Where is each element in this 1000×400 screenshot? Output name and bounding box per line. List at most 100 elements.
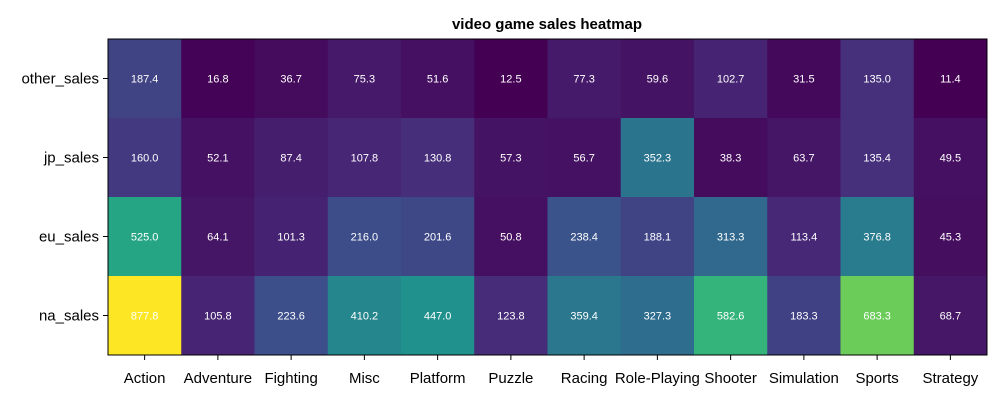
cell-value-label: 63.7 <box>793 153 814 165</box>
heatmap-cell <box>840 39 915 119</box>
heatmap-cell <box>913 118 988 198</box>
cell-value-label: 102.7 <box>717 74 745 86</box>
heatmap-cell <box>254 39 329 119</box>
heatmap-cell <box>913 276 988 356</box>
heatmap-cell <box>840 276 915 356</box>
heatmap-cell <box>694 197 768 277</box>
cell-value-label: 376.8 <box>863 232 891 244</box>
heatmap-cell <box>181 39 255 119</box>
heatmap-cell <box>767 118 841 198</box>
heatmap-cell <box>327 276 402 356</box>
cell-value-label: 52.1 <box>207 153 228 165</box>
cell-value-label: 75.3 <box>354 74 375 86</box>
cell-value-label: 201.6 <box>424 232 452 244</box>
heatmap-cell <box>401 118 475 198</box>
cell-value-label: 56.7 <box>573 153 594 165</box>
cell-value-label: 64.1 <box>207 232 228 244</box>
cell-value-label: 187.4 <box>131 74 159 86</box>
heatmap-cell <box>401 197 475 277</box>
cell-value-label: 525.0 <box>131 232 159 244</box>
heatmap-cell <box>547 276 622 356</box>
cell-value-label: 68.7 <box>940 311 961 323</box>
heatmap-cell <box>620 197 695 277</box>
heatmap-cell <box>547 197 622 277</box>
cell-value-label: 327.3 <box>644 311 672 323</box>
chart-title: video game sales heatmap <box>452 16 642 33</box>
heatmap-cell <box>327 118 402 198</box>
cell-value-label: 36.7 <box>280 74 301 86</box>
heatmap-cell <box>767 39 841 119</box>
x-tick-label: Shooter <box>704 370 757 387</box>
heatmap-cell <box>108 118 182 198</box>
heatmap-cell <box>620 39 695 119</box>
cell-value-label: 135.0 <box>863 74 891 86</box>
plot-frame <box>107 38 988 356</box>
heatmap-cell <box>767 197 841 277</box>
cell-value-label: 238.4 <box>570 232 598 244</box>
y-tick-label: na_sales <box>39 308 99 325</box>
cell-value-label: 16.8 <box>207 74 228 86</box>
heatmap-cell <box>840 197 915 277</box>
y-axis-ticks: other_sales jp_sales eu_sales na_sales <box>21 71 108 325</box>
heatmap-cell <box>181 118 255 198</box>
cell-value-label: 216.0 <box>351 232 379 244</box>
cell-value-label: 101.3 <box>277 232 305 244</box>
heatmap-cell <box>254 118 329 198</box>
cell-value-label: 352.3 <box>644 153 672 165</box>
cell-value-label: 123.8 <box>497 311 525 323</box>
heatmap-cell <box>181 276 255 356</box>
cell-value-label: 49.5 <box>940 153 961 165</box>
y-tick-label: jp_sales <box>43 150 99 167</box>
cell-value-label: 38.3 <box>720 153 741 165</box>
x-tick-label: Fighting <box>264 370 317 387</box>
cell-value-label: 107.8 <box>351 153 379 165</box>
heatmap-cell <box>547 118 622 198</box>
cell-value-label: 113.4 <box>791 232 818 244</box>
heatmap-cell <box>108 197 182 277</box>
cell-value-label: 45.3 <box>940 232 961 244</box>
cell-value-label: 160.0 <box>131 153 159 165</box>
heatmap-cell <box>327 39 402 119</box>
heatmap-cell <box>401 276 475 356</box>
cell-value-label: 313.3 <box>717 232 745 244</box>
heatmap-cell <box>108 276 182 356</box>
cell-value-label: 183.3 <box>790 311 818 323</box>
heatmap-cell <box>767 276 841 356</box>
heatmap-cell <box>620 276 695 356</box>
heatmap-cell <box>401 39 475 119</box>
cell-value-label: 683.3 <box>863 311 891 323</box>
cell-value-label: 877.8 <box>131 311 159 323</box>
cell-value-label: 582.6 <box>717 311 745 323</box>
cell-value-label: 59.6 <box>647 74 668 86</box>
heatmap-cells: 187.4 16.8 36.7 75.3 51.6 12.5 77.3 59.6 102.7 31… <box>108 39 988 356</box>
heatmap-cell <box>694 276 768 356</box>
x-tick-label: Platform <box>410 370 466 387</box>
heatmap-cell <box>694 118 768 198</box>
heatmap-cell <box>620 118 695 198</box>
cell-value-label: 447.0 <box>424 311 452 323</box>
heatmap-cell <box>254 197 329 277</box>
heatmap-cell <box>547 39 622 119</box>
cell-value-label: 188.1 <box>644 232 672 244</box>
heatmap-cell <box>474 276 548 356</box>
cell-value-label: 130.8 <box>424 153 452 165</box>
cell-value-label: 135.4 <box>863 153 891 165</box>
heatmap-cell <box>327 197 402 277</box>
cell-value-label: 87.4 <box>280 153 301 165</box>
heatmap-cell <box>840 118 915 198</box>
x-tick-label: Puzzle <box>488 370 533 387</box>
x-tick-label: Misc <box>349 370 380 387</box>
x-tick-label: Strategy <box>922 370 978 387</box>
cell-value-label: 359.4 <box>570 311 598 323</box>
heatmap-cell <box>474 118 548 198</box>
cell-value-label: 12.5 <box>500 74 521 86</box>
heatmap-cell <box>913 197 988 277</box>
cell-value-label: 51.6 <box>427 74 448 86</box>
heatmap-cell <box>694 39 768 119</box>
heatmap-cell <box>913 39 988 119</box>
cell-value-label: 50.8 <box>500 232 521 244</box>
y-tick-label: eu_sales <box>39 229 99 246</box>
x-tick-label: Sports <box>855 370 898 387</box>
x-axis-ticks: Action Adventure Fighting Misc Platform Puzzl… <box>124 355 979 387</box>
